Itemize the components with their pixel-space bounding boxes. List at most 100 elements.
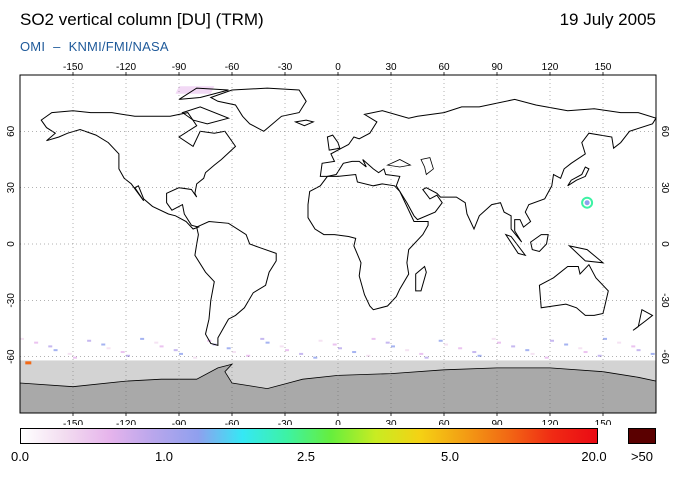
so2-pixel	[603, 337, 607, 340]
lon-label-bottom: -30	[278, 419, 293, 425]
lon-label-top: -90	[172, 62, 187, 73]
colorbar	[20, 428, 598, 444]
lat-label-right: -60	[659, 349, 670, 364]
lat-label-left: 30	[6, 182, 17, 194]
australia-coastline	[538, 263, 609, 316]
so2-pixel	[179, 352, 183, 355]
so2-pixel	[20, 337, 24, 340]
japan-coastline	[567, 166, 590, 187]
black-sea-coastline	[386, 159, 412, 168]
so2-pixel	[338, 347, 342, 350]
new-guinea-coastline	[567, 245, 605, 264]
so2-pixel	[285, 349, 289, 352]
so2-pixel	[34, 341, 39, 344]
british-isles-coastline	[326, 134, 341, 151]
so2-pixel	[424, 356, 429, 359]
so2-pixel	[299, 352, 304, 355]
lon-label-top: -120	[116, 62, 136, 73]
so2-pixel	[497, 341, 501, 344]
lat-label-left: -60	[6, 349, 17, 364]
africa-coastline	[307, 173, 429, 311]
south-america-coastline	[194, 220, 277, 347]
so2-pixel	[154, 341, 159, 344]
so2-hotspot	[25, 361, 32, 365]
iceland-coastline	[293, 119, 315, 127]
so2-pixel	[260, 337, 265, 340]
so2-pixel	[405, 349, 410, 352]
so2-pixel	[564, 343, 569, 346]
credit-dash: –	[53, 39, 61, 54]
so2-pixel	[472, 351, 477, 354]
borneo-coastline	[530, 234, 549, 253]
so2-pixel	[332, 343, 337, 346]
lat-label-left: 60	[6, 125, 17, 137]
lon-label-bottom: 0	[335, 419, 341, 425]
lat-label-left: 0	[6, 241, 17, 247]
so2-pixel	[279, 345, 284, 348]
so2-pixel	[126, 354, 130, 357]
so2-pixel	[67, 352, 72, 355]
lon-label-top: 30	[385, 62, 397, 73]
lon-label-bottom: 30	[385, 419, 397, 425]
lon-label-top: -60	[225, 62, 240, 73]
so2-pixel	[583, 351, 588, 354]
north-america-coastline	[40, 110, 237, 230]
so2-pixel	[650, 352, 655, 355]
lon-label-bottom: -150	[63, 419, 83, 425]
so2-pixel	[419, 352, 424, 355]
so2-pixel	[87, 339, 92, 342]
new-zealand-coastline	[632, 308, 654, 331]
so2-pixel	[265, 341, 270, 344]
colorbar-label: 0.0	[10, 449, 30, 464]
so2-pixel	[106, 347, 111, 350]
so2-pixel	[193, 356, 198, 359]
sumatra-coastline	[504, 233, 527, 257]
so2-pixel	[636, 349, 641, 352]
so2-pixel	[491, 337, 496, 340]
lat-label-right: 0	[659, 241, 670, 247]
so2-pixel	[318, 339, 323, 342]
ellesmere-island-coastline	[178, 87, 229, 100]
so2-pixel	[597, 354, 602, 357]
so2-pixel	[617, 341, 622, 344]
so2-pixel	[578, 347, 583, 350]
lat-label-left: -30	[6, 293, 17, 308]
credit-line: OMI – KNMI/FMI/NASA	[20, 39, 169, 54]
so2-pixel	[525, 349, 530, 352]
so2-pixel	[544, 356, 549, 359]
so2-pixel	[371, 337, 376, 340]
lon-label-bottom: 120	[542, 419, 559, 425]
madagascar-coastline	[415, 265, 427, 292]
so2-pixel	[48, 345, 53, 348]
lon-label-top: 60	[438, 62, 450, 73]
so2-pixel	[550, 339, 554, 342]
lon-label-bottom: 150	[595, 419, 612, 425]
so2-pixel	[458, 347, 463, 350]
lon-label-top: 0	[335, 62, 341, 73]
so2-pixel	[477, 354, 482, 357]
so2-pixel	[366, 354, 371, 357]
so2-pixel	[120, 351, 125, 354]
so2-pixel	[232, 351, 236, 354]
lon-label-top: 150	[595, 62, 612, 73]
lon-label-bottom: 90	[491, 419, 503, 425]
colorbar-label: 20.0	[581, 449, 607, 464]
so2-pixel	[53, 349, 58, 352]
lon-label-bottom: 60	[438, 419, 450, 425]
colorbar-overflow-label: >50	[630, 449, 654, 464]
so2-pixel	[511, 345, 516, 348]
map-title: SO2 vertical column [DU] (TRM)	[20, 10, 264, 29]
so2-pixel	[226, 347, 231, 350]
baffin-island-coastline	[181, 106, 231, 125]
colorbar-label: 2.5	[296, 449, 316, 464]
so2-pixel	[246, 354, 251, 357]
so2-pixel	[140, 337, 145, 340]
caspian-sea-coastline	[420, 157, 434, 176]
lat-label-right: 60	[659, 126, 670, 138]
world-map: -150 -150 -120 -120 -90 -90 -60 -60 -30 -30 0 0 30 30…	[6, 62, 670, 425]
credit-org: OMI	[20, 39, 46, 54]
so2-pixel	[101, 343, 106, 346]
so2-pixel	[530, 352, 535, 355]
lon-label-top: -150	[63, 62, 83, 73]
map-date: 19 July 2005	[559, 10, 656, 29]
